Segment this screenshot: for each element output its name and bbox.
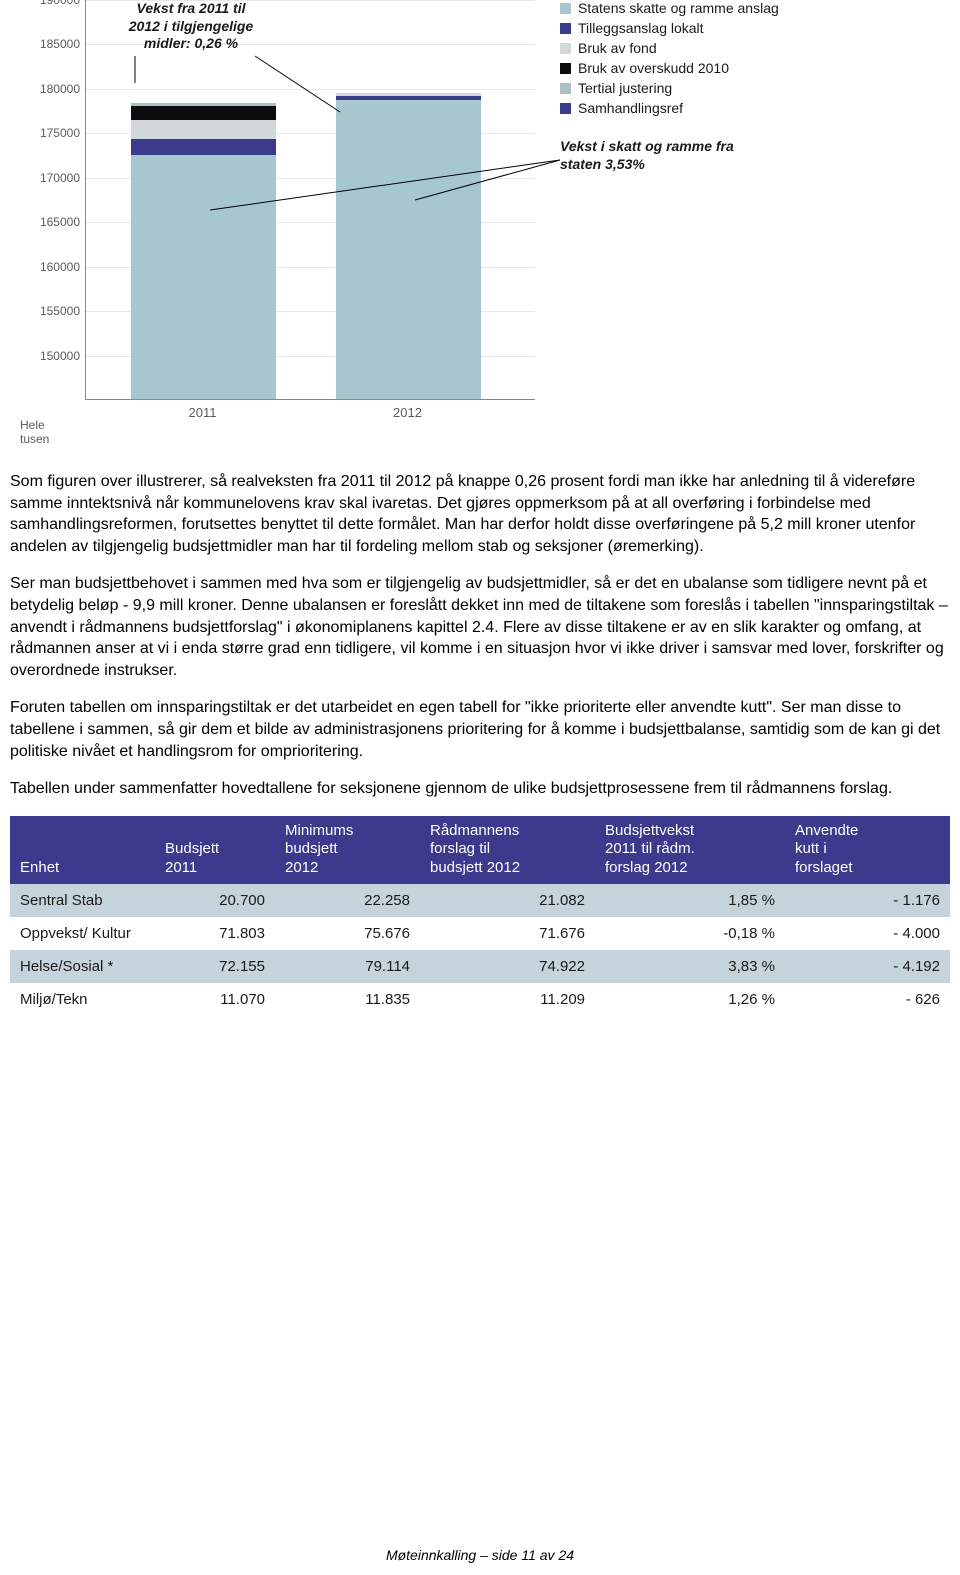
legend-item: Bruk av fond — [560, 40, 779, 56]
table-cell: 11.070 — [155, 983, 275, 1016]
segment-bruk_overskudd — [131, 106, 276, 120]
table-cell: - 4.192 — [785, 950, 950, 983]
legend-item: Tilleggsanslag lokalt — [560, 20, 779, 36]
y-tick: 160000 — [40, 260, 80, 274]
table-cell: 71.676 — [420, 917, 595, 950]
x-label: 2012 — [335, 405, 480, 420]
budget-table: EnhetBudsjett2011Minimumsbudsjett2012Råd… — [10, 816, 950, 1016]
legend-swatch — [560, 43, 571, 54]
legend-item: Samhandlingsref — [560, 100, 779, 116]
table-cell: 11.835 — [275, 983, 420, 1016]
segment-tilleggsanslag — [131, 139, 276, 154]
x-label: 2011 — [130, 405, 275, 420]
legend-item: Tertial justering — [560, 80, 779, 96]
table-cell: 20.700 — [155, 884, 275, 917]
bar-2012 — [336, 0, 481, 399]
chart-legend: Statens skatte og ramme anslag Tilleggsan… — [560, 0, 779, 120]
y-axis-unit: Heletusen — [20, 418, 49, 447]
y-tick: 155000 — [40, 304, 80, 318]
table-cell: -0,18 % — [595, 917, 785, 950]
y-tick: 190000 — [40, 0, 80, 7]
segment-statens_skatte — [336, 100, 481, 399]
table-cell: - 1.176 — [785, 884, 950, 917]
y-tick: 175000 — [40, 126, 80, 140]
legend-label: Bruk av fond — [578, 40, 657, 56]
table-cell: 22.258 — [275, 884, 420, 917]
table-cell: Oppvekst/ Kultur — [10, 917, 155, 950]
paragraph-1: Som figuren over illustrerer, så realvek… — [10, 471, 950, 557]
table-header: Minimumsbudsjett2012 — [275, 816, 420, 884]
table-cell: 1,85 % — [595, 884, 785, 917]
legend-item: Bruk av overskudd 2010 — [560, 60, 779, 76]
segment-bruk_av_fond — [336, 93, 481, 96]
legend-label: Samhandlingsref — [578, 100, 683, 116]
table-row: Helse/Sosial *72.15579.11474.9223,83 %- … — [10, 950, 950, 983]
table-header: Budsjett2011 — [155, 816, 275, 884]
y-axis: 150000 155000 160000 165000 170000 175000 1800… — [20, 0, 80, 400]
table-cell: 3,83 % — [595, 950, 785, 983]
segment-statens_skatte — [131, 155, 276, 399]
legend-swatch — [560, 63, 571, 74]
table-cell: 75.676 — [275, 917, 420, 950]
table-cell: Miljø/Tekn — [10, 983, 155, 1016]
y-tick: 170000 — [40, 171, 80, 185]
legend-swatch — [560, 23, 571, 34]
table-header: Enhet — [10, 816, 155, 884]
legend-item: Statens skatte og ramme anslag — [560, 0, 779, 16]
table-cell: - 4.000 — [785, 917, 950, 950]
legend-label: Tilleggsanslag lokalt — [578, 20, 704, 36]
segment-samhandlingsref — [336, 96, 481, 100]
table-cell: 79.114 — [275, 950, 420, 983]
page-footer: Møteinnkalling – side 11 av 24 — [0, 1547, 960, 1563]
callout-growth-state: Vekst i skatt og ramme frastaten 3,53% — [560, 138, 734, 173]
legend-swatch — [560, 83, 571, 94]
table-row: Sentral Stab20.70022.25821.0821,85 %- 1.… — [10, 884, 950, 917]
segment-bruk_av_fond — [131, 120, 276, 140]
y-tick: 150000 — [40, 349, 80, 363]
callout-growth-total: Vekst fra 2011 til2012 i tilgjengeligemi… — [106, 0, 276, 53]
table-row: Miljø/Tekn11.07011.83511.2091,26 %- 626 — [10, 983, 950, 1016]
table-header: Budsjettvekst2011 til rådm.forslag 2012 — [595, 816, 785, 884]
body-text: Som figuren over illustrerer, så realvek… — [10, 471, 950, 800]
table-row: Oppvekst/ Kultur71.80375.67671.676-0,18 … — [10, 917, 950, 950]
table-cell: Sentral Stab — [10, 884, 155, 917]
segment-tertial — [131, 103, 276, 106]
plot-area — [85, 0, 535, 400]
table-header: Rådmannensforslag tilbudsjett 2012 — [420, 816, 595, 884]
y-tick: 185000 — [40, 37, 80, 51]
table-cell: 72.155 — [155, 950, 275, 983]
budget-chart: 150000 155000 160000 165000 170000 175000 1800… — [20, 0, 960, 455]
table-cell: 74.922 — [420, 950, 595, 983]
table-header: Anvendtekutt iforslaget — [785, 816, 950, 884]
table-cell: 11.209 — [420, 983, 595, 1016]
table-cell: 21.082 — [420, 884, 595, 917]
table-cell: Helse/Sosial * — [10, 950, 155, 983]
legend-label: Statens skatte og ramme anslag — [578, 0, 779, 16]
legend-label: Bruk av overskudd 2010 — [578, 60, 729, 76]
y-tick: 180000 — [40, 82, 80, 96]
legend-swatch — [560, 3, 571, 14]
legend-swatch — [560, 103, 571, 114]
table-cell: 71.803 — [155, 917, 275, 950]
bar-2011 — [131, 0, 276, 399]
legend-label: Tertial justering — [578, 80, 672, 96]
table-cell: 1,26 % — [595, 983, 785, 1016]
table-cell: - 626 — [785, 983, 950, 1016]
paragraph-3: Foruten tabellen om innsparingstiltak er… — [10, 697, 950, 762]
paragraph-4: Tabellen under sammenfatter hovedtallene… — [10, 778, 950, 800]
y-tick: 165000 — [40, 215, 80, 229]
paragraph-2: Ser man budsjettbehovet i sammen med hva… — [10, 573, 950, 681]
